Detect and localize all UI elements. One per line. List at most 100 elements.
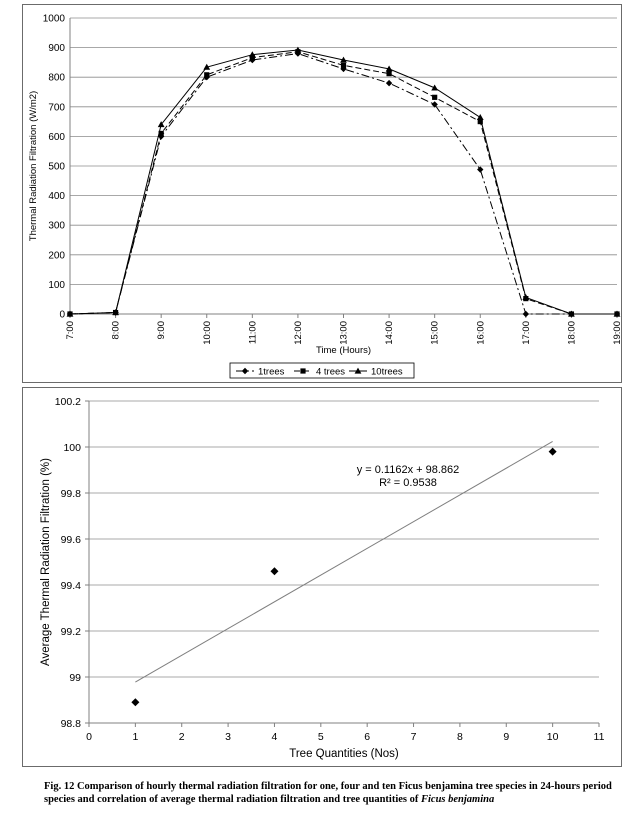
y-tick-label: 800 xyxy=(48,73,65,84)
x-tick-label: 11 xyxy=(594,731,605,743)
data-point xyxy=(158,130,164,137)
x-tick-label: 19:00 xyxy=(612,321,621,345)
caption-text: Fig. 12 Comparison of hourly thermal rad… xyxy=(44,781,612,805)
data-point xyxy=(522,310,530,318)
x-tick-label: 2 xyxy=(179,731,185,743)
legend-label: 4 trees xyxy=(316,367,345,378)
trendline xyxy=(135,441,553,683)
scatter-points xyxy=(131,447,557,707)
y-gridlines xyxy=(89,400,599,724)
legend-label: 10trees xyxy=(371,367,403,378)
x-tick-label: 8 xyxy=(457,731,463,743)
x-tick-label: 10 xyxy=(547,731,559,743)
x-tick-label: 9 xyxy=(503,731,509,743)
series-1trees xyxy=(66,50,621,318)
line-chart-panel: 0 100 200 300 400 500 600 700 800 900 1000 7:00 8:00… xyxy=(22,4,623,383)
data-point xyxy=(431,84,439,91)
x-tick-label: 7 xyxy=(411,731,417,743)
r-squared-label: R² = 0.9538 xyxy=(379,477,437,489)
y-tick-label: 300 xyxy=(48,221,65,232)
y-tick-label: 99.8 xyxy=(61,488,82,500)
scatter-chart: 98.8 99 99.2 99.4 99.6 99.8 100 100.2 0 1 2 3 4 5 6 7 8 9… xyxy=(40,396,605,760)
y-tick-label: 1000 xyxy=(43,14,66,25)
x-tick-label: 9:00 xyxy=(156,321,167,340)
data-point xyxy=(613,310,621,317)
y-tick-label: 99 xyxy=(69,672,81,684)
figure-caption: Fig. 12 Comparison of hourly thermal rad… xyxy=(44,780,614,806)
series-4-trees xyxy=(67,49,620,317)
data-point xyxy=(568,310,575,317)
x-tick-label: 18:00 xyxy=(566,321,577,345)
data-point xyxy=(340,56,347,63)
data-point xyxy=(385,79,393,87)
x-tick-label: 6 xyxy=(364,731,370,743)
x-tick-label: 16:00 xyxy=(475,321,486,345)
x-tick-label: 14:00 xyxy=(384,321,395,345)
data-point xyxy=(248,51,256,58)
data-point xyxy=(294,46,302,53)
y-tick-label: 200 xyxy=(48,250,65,261)
data-point xyxy=(431,101,438,108)
x-tick-label: 7:00 xyxy=(65,321,76,340)
legend-marker xyxy=(300,368,306,374)
data-point xyxy=(477,119,483,125)
x-tick-label: 4 xyxy=(272,731,278,743)
data-point xyxy=(270,567,279,576)
data-point xyxy=(112,309,119,316)
y-tick-label: 900 xyxy=(48,43,65,54)
x-axis-title: Tree Quantities (Nos) xyxy=(289,748,399,760)
series-line xyxy=(69,53,617,315)
data-point xyxy=(249,55,255,61)
data-point xyxy=(432,94,438,100)
y-axis-title: Thermal Radiation Filtration (W/m2) xyxy=(28,91,39,241)
y-tick-label: 99.2 xyxy=(61,626,82,638)
data-point xyxy=(203,63,211,70)
x-axis-title: Time (Hours) xyxy=(316,345,371,356)
y-tick-label: 100 xyxy=(63,442,81,454)
y-tick-label: 0 xyxy=(59,310,65,321)
y-tick-label: 700 xyxy=(48,102,65,113)
legend-box xyxy=(229,362,415,379)
data-point xyxy=(386,71,392,77)
y-tick-label: 400 xyxy=(48,191,65,202)
legend-marker xyxy=(354,367,362,374)
x-tick-label: 3 xyxy=(225,731,231,743)
line-chart: 0 100 200 300 400 500 600 700 800 900 1000 7:00 8:00… xyxy=(28,14,623,379)
y-tick-label: 500 xyxy=(48,162,65,173)
legend: 1trees 4 trees 10trees xyxy=(229,362,415,379)
y-tick-label: 99.4 xyxy=(61,580,82,592)
x-tick-label: 11:00 xyxy=(247,321,258,344)
y-tick-label: 600 xyxy=(48,132,65,143)
trendline-equation: y = 0.1162x + 98.862 xyxy=(357,464,460,476)
x-tick-label: 5 xyxy=(318,731,324,743)
series-line xyxy=(69,51,617,315)
data-point xyxy=(385,65,393,72)
legend-label: 1trees xyxy=(258,367,285,378)
data-point xyxy=(131,698,140,707)
x-tick-label: 17:00 xyxy=(521,321,532,345)
y-axis-title: Average Thermal Radiation Filtration (%) xyxy=(40,458,52,666)
data-point xyxy=(157,121,165,128)
data-point xyxy=(66,310,74,317)
x-tick-label: 15:00 xyxy=(430,321,441,345)
data-point xyxy=(548,447,557,456)
x-tick-label: 10:00 xyxy=(202,321,213,345)
x-tick-label: 12:00 xyxy=(293,321,304,345)
data-point xyxy=(477,166,484,173)
y-tick-label: 98.8 xyxy=(61,718,82,730)
legend-marker xyxy=(241,367,249,375)
y-tick-label: 100.2 xyxy=(55,396,81,408)
series-10trees xyxy=(66,46,621,317)
series-line xyxy=(69,49,617,315)
scatter-chart-panel: 98.8 99 99.2 99.4 99.6 99.8 100 100.2 0 1 2 3 4 5 6 7 8 9… xyxy=(22,387,622,767)
data-point xyxy=(340,62,347,68)
data-point xyxy=(204,72,210,78)
y-tick-label: 99.6 xyxy=(61,534,82,546)
x-tick-label: 13:00 xyxy=(339,321,350,345)
x-tick-label: 0 xyxy=(86,731,92,743)
x-tick-label: 8:00 xyxy=(111,321,122,340)
caption-italic-species: Ficus benjamina xyxy=(420,794,495,805)
data-point xyxy=(522,294,530,301)
data-point xyxy=(476,114,484,121)
y-tick-label: 100 xyxy=(48,280,65,291)
